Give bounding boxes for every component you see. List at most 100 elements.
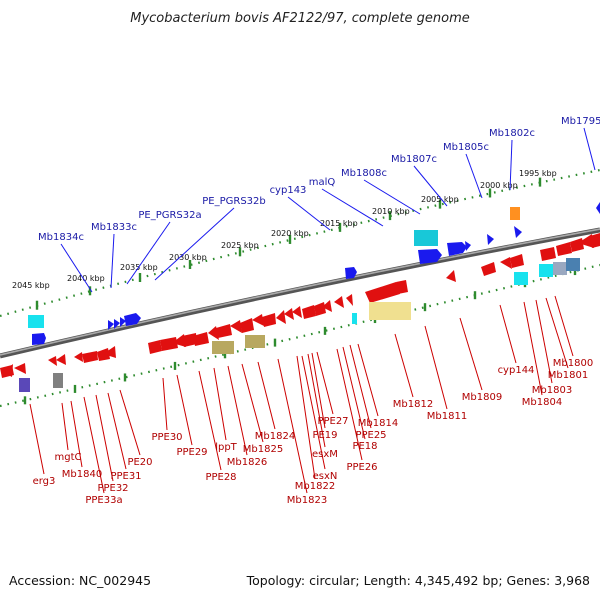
feature-box[interactable] xyxy=(212,341,234,354)
feature-box[interactable] xyxy=(539,264,553,277)
gene-arrow[interactable] xyxy=(447,242,467,256)
feature-box[interactable] xyxy=(566,258,580,271)
gene-label[interactable]: Mb1826 xyxy=(227,457,267,468)
gene-arrow[interactable] xyxy=(114,319,120,329)
gene-arrow[interactable] xyxy=(334,296,344,308)
feature-box[interactable] xyxy=(414,230,438,246)
feature-box[interactable] xyxy=(510,207,520,220)
gene-arrow[interactable] xyxy=(32,333,46,345)
gene-label[interactable]: Mb1808c xyxy=(341,168,387,179)
gene-label[interactable]: Mb1840 xyxy=(62,469,102,480)
gene-arrow[interactable] xyxy=(418,249,442,264)
feature-box[interactable] xyxy=(28,315,44,328)
feature-box[interactable] xyxy=(369,302,411,320)
gene-label[interactable]: mgtC xyxy=(55,452,82,463)
gene-arrow[interactable] xyxy=(276,310,286,324)
gene-arrow[interactable] xyxy=(120,317,126,327)
gene-label[interactable]: Mb1834c xyxy=(38,232,84,243)
gene-arrow[interactable] xyxy=(510,254,524,268)
gene-arrow[interactable] xyxy=(284,308,294,320)
gene-label[interactable]: PE_PGRS32a xyxy=(138,210,201,221)
gene-arrow[interactable] xyxy=(292,306,302,318)
gene-label[interactable]: esxM xyxy=(312,449,338,460)
gene-label[interactable]: esxN xyxy=(313,471,338,482)
gene-label[interactable]: erg3 xyxy=(33,476,56,487)
gene-label[interactable]: PPE33a xyxy=(85,495,122,506)
gene-arrow[interactable] xyxy=(465,241,471,251)
gene-label[interactable]: cyp144 xyxy=(498,365,535,376)
gene-label[interactable]: lppT xyxy=(215,442,237,453)
gene-label[interactable]: PPE27 xyxy=(317,416,348,427)
gene-label[interactable]: Mb1804 xyxy=(522,397,562,408)
gene-arrow[interactable] xyxy=(208,326,219,340)
gene-arrow[interactable] xyxy=(578,234,594,248)
gene-label[interactable]: malQ xyxy=(309,177,336,188)
feature-box[interactable] xyxy=(352,313,357,324)
gene-label[interactable]: Mb1795c xyxy=(561,116,600,127)
gene-label[interactable]: Mb1800 xyxy=(553,358,593,369)
gene-arrow[interactable] xyxy=(570,238,584,252)
gene-arrow[interactable] xyxy=(322,300,332,312)
gene-label[interactable]: PE20 xyxy=(127,457,152,468)
gene-arrow[interactable] xyxy=(346,294,353,306)
gene-arrow[interactable] xyxy=(500,257,512,269)
feature-box[interactable] xyxy=(19,378,30,392)
gene-arrow[interactable] xyxy=(148,340,162,354)
gene-label[interactable]: cyp143 xyxy=(270,185,307,196)
gene-label[interactable]: PPE25 xyxy=(355,430,386,441)
gene-arrow[interactable] xyxy=(230,320,242,333)
gene-label[interactable]: Mb1802c xyxy=(489,128,535,139)
gene-arrow[interactable] xyxy=(302,305,316,319)
gene-label[interactable]: PE18 xyxy=(352,441,377,452)
gene-label[interactable]: Mb1825 xyxy=(243,444,283,455)
gene-arrow[interactable] xyxy=(74,352,83,362)
gene-arrow[interactable] xyxy=(514,226,522,238)
gene-label[interactable]: PPE29 xyxy=(176,447,207,458)
gene-label[interactable]: PE19 xyxy=(312,430,337,441)
gene-arrow[interactable] xyxy=(487,234,494,245)
gene-arrow[interactable] xyxy=(396,280,408,294)
gene-arrow[interactable] xyxy=(56,354,66,365)
gene-arrow[interactable] xyxy=(103,346,116,358)
gene-arrow[interactable] xyxy=(345,267,357,279)
gene-label[interactable]: Mb1822 xyxy=(295,481,335,492)
gene-arrow[interactable] xyxy=(3,364,13,377)
gene-label[interactable]: Mb1803 xyxy=(532,385,572,396)
gene-label[interactable]: Mb1824 xyxy=(255,431,295,442)
gene-label[interactable]: Mb1807c xyxy=(391,154,437,165)
gene-arrow[interactable] xyxy=(82,351,98,363)
gene-label[interactable]: Mb1823 xyxy=(287,495,327,506)
gene-label[interactable]: PPE31 xyxy=(110,471,141,482)
gene-arrow[interactable] xyxy=(216,324,232,338)
gene-arrow[interactable] xyxy=(48,356,57,366)
gene-label[interactable]: PPE30 xyxy=(151,432,182,443)
gene-label[interactable]: Mb1811 xyxy=(427,411,467,422)
gene-label[interactable]: Mb1801 xyxy=(548,370,588,381)
gene-arrow[interactable] xyxy=(240,318,254,333)
gene-label[interactable]: Mb1833c xyxy=(91,222,137,233)
gene-label[interactable]: PE_PGRS32b xyxy=(202,196,266,207)
gene-arrow[interactable] xyxy=(540,247,556,261)
gene-arrow[interactable] xyxy=(481,262,496,276)
gene-arrow[interactable] xyxy=(446,270,456,282)
gene-label[interactable]: Mb1814 xyxy=(358,418,398,429)
feature-box[interactable] xyxy=(553,262,567,275)
gene-arrow[interactable] xyxy=(108,320,114,330)
gene-label[interactable]: Mb1809 xyxy=(462,392,502,403)
gene-arrow[interactable] xyxy=(365,282,400,303)
feature-box[interactable] xyxy=(514,272,528,285)
gene-label[interactable]: PPE28 xyxy=(205,472,236,483)
gene-label[interactable]: Mb1805c xyxy=(443,142,489,153)
gene-label[interactable]: Mb1812 xyxy=(393,399,433,410)
gene-arrow[interactable] xyxy=(556,242,572,256)
gene-arrow[interactable] xyxy=(160,337,178,351)
gene-arrow[interactable] xyxy=(252,314,264,326)
feature-box[interactable] xyxy=(53,373,63,388)
gene-arrow[interactable] xyxy=(97,348,110,361)
feature-box[interactable] xyxy=(245,335,265,348)
gene-label[interactable]: PPE32 xyxy=(97,483,128,494)
gene-arrow[interactable] xyxy=(262,313,276,327)
gene-arrow[interactable] xyxy=(193,332,209,346)
gene-arrow[interactable] xyxy=(590,233,600,248)
gene-arrow[interactable] xyxy=(124,313,141,326)
